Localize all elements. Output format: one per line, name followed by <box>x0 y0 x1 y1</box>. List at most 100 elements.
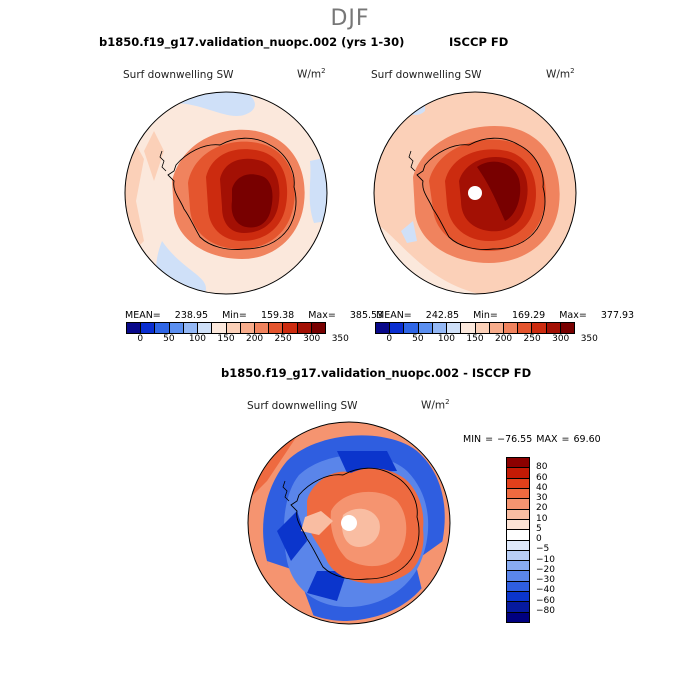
diff-colorbar-label: 10 <box>536 513 548 524</box>
diff-colorbar-label: 5 <box>536 523 542 534</box>
panel-1-variable: Surf downwelling SW <box>123 69 234 81</box>
colorbar-swatch <box>283 323 298 333</box>
panel-1-land-outline <box>167 137 297 250</box>
colorbar-swatch <box>141 323 156 333</box>
diff-colorbar-label: 0 <box>536 534 542 544</box>
panel-2-peninsula <box>408 150 416 172</box>
diff-colorbar-swatch <box>507 458 529 469</box>
diff-colorbar-labels: 80 60 40 30 20 10 5 0 −5 −10 −20 −30 −40 −60 −80 <box>536 457 576 621</box>
diff-colorbar-swatch <box>507 592 529 603</box>
colorbar-swatch <box>475 323 490 333</box>
colorbar-swatch <box>489 323 504 333</box>
colorbar-swatch <box>169 323 184 333</box>
colorbar-tick-label: 350 <box>580 334 598 344</box>
panel-1-peninsula <box>159 150 167 172</box>
diff-patch-west <box>301 511 333 535</box>
diff-colorbar-swatch <box>507 499 529 510</box>
colorbar-swatch <box>404 323 419 333</box>
panel-2-cloud-north <box>393 94 426 115</box>
colorbar-swatch <box>254 323 270 333</box>
diff-deep-north <box>337 451 397 473</box>
panel-2-band-max <box>477 161 521 221</box>
diff-colorbar-label: 80 <box>536 462 548 473</box>
diff-colorbar-label: −5 <box>536 544 550 555</box>
colorbar-tick-label: 200 <box>494 334 513 344</box>
colorbar-swatch <box>183 323 199 333</box>
colorbar-swatch <box>212 323 227 333</box>
panel-2-colorbar-swatches <box>375 322 575 334</box>
diff-land-outline <box>290 467 420 580</box>
diff-colorbar-swatch <box>507 478 529 489</box>
colorbar-swatch <box>560 323 575 333</box>
colorbar-swatch <box>240 323 255 333</box>
colorbar-tick-label: 300 <box>552 334 570 344</box>
colorbar-tick-label: 0 <box>386 334 393 344</box>
diff-panel-title: b1850.f19_g17.validation_nuopc.002 - ISC… <box>221 366 532 380</box>
diff-colorbar-swatch <box>507 540 529 551</box>
diff-colorbar-label: −30 <box>536 575 555 585</box>
panel-2-units: W/m2 <box>546 67 575 81</box>
colorbar-swatch <box>297 323 312 333</box>
diff-colorbar-swatch <box>507 602 529 613</box>
panel-1-band-max <box>231 174 273 228</box>
diff-colorbar-swatch <box>507 550 529 562</box>
colorbar-tick-label: 300 <box>303 334 321 344</box>
colorbar-swatch <box>269 323 284 333</box>
colorbar-swatch <box>532 323 547 333</box>
colorbar-swatch <box>155 323 170 333</box>
panel-1-units: W/m2 <box>297 67 326 81</box>
diff-colorbar-swatch <box>507 581 529 593</box>
panel-1-stats: MEAN= 238.95 Min= 159.38 Max= 385.53 <box>125 310 384 321</box>
colorbar-swatch <box>226 323 241 333</box>
colorbar-tick-label: 50 <box>412 334 424 344</box>
diff-colorbar-swatch <box>507 561 529 572</box>
panel-2-title: ISCCP FD <box>449 35 509 49</box>
colorbar-tick-label: 150 <box>217 334 235 344</box>
diff-colorbar-swatch <box>507 612 529 622</box>
diff-colorbar-label: 40 <box>536 482 548 493</box>
panel-1-cloud-east <box>309 157 327 223</box>
colorbar-swatch <box>198 323 213 333</box>
diff-panel-minmax: MIN = −76.55 MAX = 69.60 <box>463 434 601 445</box>
panel-1-ocean-patch <box>144 131 164 181</box>
diff-deep-south <box>307 571 347 601</box>
diff-panel-units: W/m2 <box>421 398 450 412</box>
diff-colorbar-label: −20 <box>536 564 555 575</box>
colorbar-swatch <box>127 323 142 333</box>
panel-1-title: b1850.f19_g17.validation_nuopc.002 (yrs … <box>99 35 405 49</box>
diff-colorbar-label: −10 <box>536 554 555 565</box>
panel-2-polar-hole <box>468 186 482 200</box>
colorbar-tick-label: 100 <box>437 334 456 344</box>
panel-2-cloud-west <box>401 221 417 243</box>
panel-2-colorbar: 0 50 100 150 200 250 300 350 <box>375 322 598 346</box>
diff-colorbar-swatch <box>507 530 529 541</box>
panel-1-colorbar: 0 50 100 150 200 250 300 350 <box>126 322 349 346</box>
diff-colorbar-label: 60 <box>536 472 548 483</box>
colorbar-tick-label: 200 <box>245 334 264 344</box>
colorbar-tick-label: 250 <box>274 334 292 344</box>
colorbar-swatch <box>390 323 405 333</box>
panel-2-variable: Surf downwelling SW <box>371 69 482 81</box>
colorbar-swatch <box>418 323 433 333</box>
diff-colorbar-label: −40 <box>536 585 555 596</box>
diff-colorbar-label: 30 <box>536 493 548 503</box>
diff-panel-map <box>247 421 451 625</box>
colorbar-swatch <box>461 323 476 333</box>
panel-2-stats: MEAN= 242.85 Min= 169.29 Max= 377.93 <box>376 310 635 321</box>
colorbar-swatch <box>311 323 326 333</box>
diff-colorbar-swatch <box>507 468 529 479</box>
diff-panel-variable: Surf downwelling SW <box>247 400 358 412</box>
panel-2-land-outline <box>416 137 546 250</box>
colorbar-tick-label: 150 <box>466 334 484 344</box>
colorbar-swatch <box>546 323 561 333</box>
colorbar-swatch <box>447 323 462 333</box>
diff-polar-hole <box>341 515 357 531</box>
colorbar-swatch <box>376 323 391 333</box>
diff-colorbar-swatch <box>507 519 529 531</box>
diff-colorbar-label: −60 <box>536 595 555 606</box>
diff-colorbar-swatch <box>507 571 529 582</box>
panel-2-map <box>373 91 577 295</box>
panel-1-colorbar-ticks: 0 50 100 150 200 250 300 350 <box>126 334 348 346</box>
diff-colorbar-label: 20 <box>536 503 548 514</box>
figure-title: DJF <box>330 6 370 31</box>
